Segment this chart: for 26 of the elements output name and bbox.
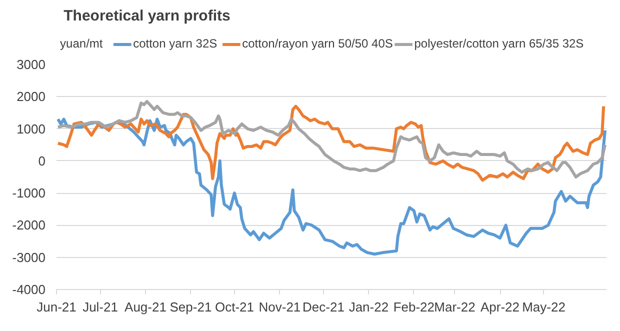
line-series <box>56 118 606 256</box>
y-tick-label: 2000 <box>16 89 46 104</box>
x-tick-label: Feb-22 <box>393 300 435 314</box>
legend-label: polyester/cotton yarn 65/35 32S <box>414 36 584 50</box>
y-tick-label: -3000 <box>12 250 46 265</box>
y-axis-title: yuan/mt <box>60 36 104 50</box>
x-tick-label: Aug-21 <box>124 300 166 314</box>
y-tick-label: 0 <box>38 153 46 168</box>
y-tick-label: 3000 <box>16 57 46 72</box>
x-tick-label: Oct-21 <box>214 300 254 314</box>
y-tick-label: -1000 <box>12 186 46 201</box>
x-tick-label: Apr-22 <box>480 300 520 314</box>
x-tick-label: May-22 <box>522 300 566 314</box>
x-tick-label: Jan-22 <box>348 300 389 314</box>
x-tick-label: Sep-21 <box>170 300 212 314</box>
chart-title: Theoretical yarn profits <box>64 8 230 24</box>
x-tick-label: Nov-21 <box>258 300 301 314</box>
legend-label: cotton/rayon yarn 50/50 40S <box>242 36 393 50</box>
x-tick-label: Dec-21 <box>302 300 344 314</box>
legend-label: cotton yarn 32S <box>133 36 218 50</box>
x-tick-label: Jun-21 <box>36 300 76 314</box>
y-tick-label: 1000 <box>16 121 46 136</box>
y-tick-label: -4000 <box>12 282 46 297</box>
x-tick-label: Jul-21 <box>82 300 118 314</box>
x-tick-label: Mar-22 <box>434 300 476 314</box>
y-tick-label: -2000 <box>12 218 46 233</box>
